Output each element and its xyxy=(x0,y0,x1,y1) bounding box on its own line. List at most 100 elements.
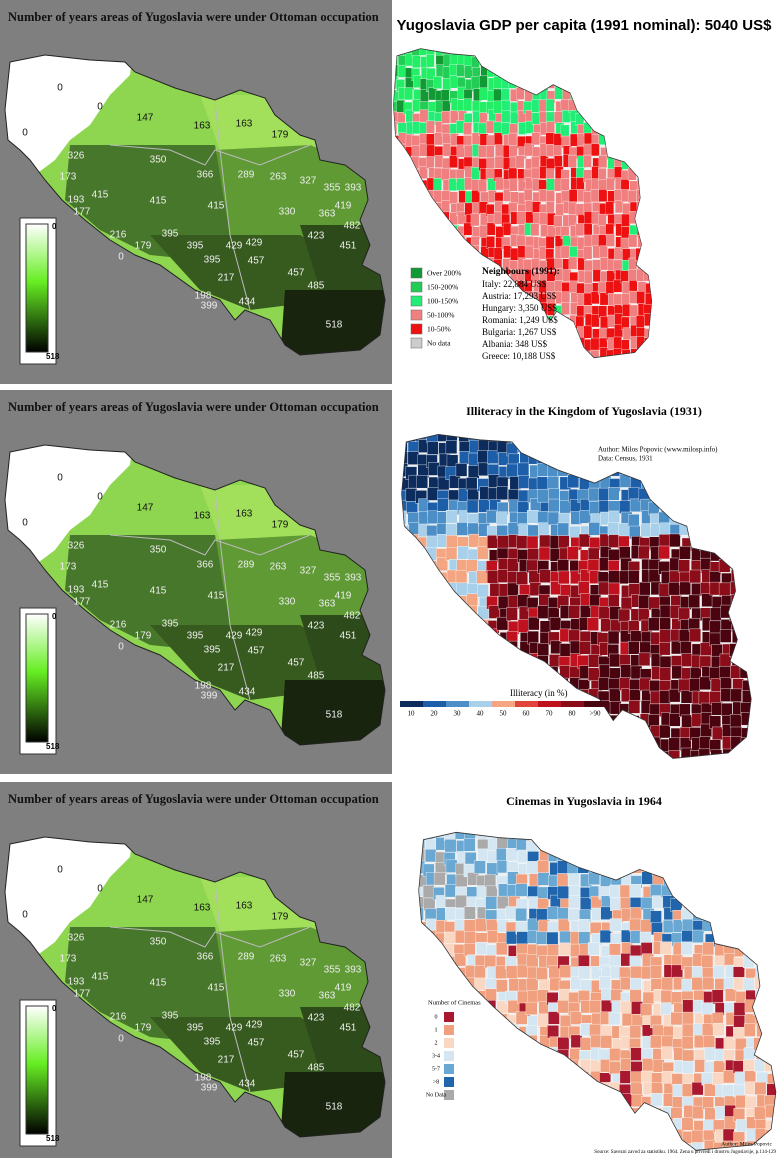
municipality xyxy=(584,48,593,56)
municipality xyxy=(516,964,529,978)
municipality xyxy=(734,908,746,922)
municipality xyxy=(570,337,579,351)
municipality xyxy=(766,966,776,980)
municipality xyxy=(691,523,704,538)
municipality xyxy=(529,1094,542,1108)
municipality xyxy=(418,1070,424,1084)
municipality xyxy=(465,1071,477,1085)
municipality xyxy=(505,906,518,920)
municipality xyxy=(497,641,509,656)
municipality xyxy=(546,121,555,135)
municipality xyxy=(518,475,530,489)
municipality xyxy=(474,1128,486,1142)
municipality xyxy=(524,65,534,79)
municipality xyxy=(556,873,569,887)
municipality xyxy=(606,233,615,247)
municipality xyxy=(540,224,549,237)
municipality xyxy=(650,884,662,898)
municipality xyxy=(478,144,487,158)
municipality xyxy=(426,918,438,932)
municipality xyxy=(775,1061,776,1075)
municipality xyxy=(494,132,503,146)
municipality xyxy=(456,522,469,536)
municipality xyxy=(691,1129,704,1144)
municipality xyxy=(401,510,407,525)
municipality xyxy=(750,702,752,717)
municipality xyxy=(426,156,435,170)
municipality xyxy=(423,1141,435,1151)
municipality xyxy=(538,546,551,561)
municipality xyxy=(628,100,638,114)
region-label: 147 xyxy=(137,895,154,906)
municipality xyxy=(742,438,752,453)
municipality xyxy=(663,1129,675,1143)
municipality xyxy=(401,581,407,595)
municipality xyxy=(701,593,713,607)
municipality xyxy=(518,1094,531,1108)
municipality xyxy=(688,466,701,480)
municipality xyxy=(614,67,623,81)
region-label: 419 xyxy=(335,983,352,994)
municipality xyxy=(493,100,503,114)
municipality xyxy=(645,52,652,66)
region-label: 363 xyxy=(319,599,336,610)
municipality xyxy=(732,509,744,524)
municipality xyxy=(495,942,508,956)
municipality xyxy=(750,536,752,550)
municipality xyxy=(678,559,690,573)
municipality xyxy=(405,488,418,502)
municipality xyxy=(774,872,776,886)
municipality xyxy=(600,98,609,112)
region-label: 0 xyxy=(57,473,63,484)
legend-swatch xyxy=(538,701,561,707)
municipality xyxy=(637,52,647,66)
legend-label: 0 xyxy=(435,1014,438,1020)
municipality xyxy=(455,1094,468,1108)
municipality xyxy=(711,702,723,716)
municipality xyxy=(640,832,653,839)
municipality xyxy=(447,1153,458,1158)
municipality xyxy=(651,862,664,876)
municipality xyxy=(426,120,435,134)
municipality xyxy=(516,535,528,549)
municipality xyxy=(569,848,582,862)
municipality xyxy=(416,605,429,619)
municipality xyxy=(423,976,435,991)
municipality xyxy=(659,629,671,643)
region-label: 429 xyxy=(226,631,243,642)
municipality xyxy=(437,619,450,633)
legend-label: 5-7 xyxy=(432,1066,440,1072)
municipality xyxy=(767,832,776,840)
municipality xyxy=(478,499,490,513)
municipality xyxy=(464,246,473,260)
municipality xyxy=(709,632,721,647)
municipality xyxy=(509,178,518,192)
municipality xyxy=(570,88,579,101)
municipality xyxy=(739,642,751,656)
municipality xyxy=(732,558,744,572)
municipality xyxy=(427,510,439,524)
municipality xyxy=(608,570,620,584)
municipality xyxy=(712,910,725,924)
municipality xyxy=(527,630,539,645)
municipality xyxy=(418,956,427,970)
municipality xyxy=(422,944,435,958)
municipality xyxy=(426,133,435,147)
region xyxy=(5,55,135,175)
municipality xyxy=(606,270,616,284)
municipality xyxy=(415,652,428,667)
region-label: 399 xyxy=(201,301,218,312)
municipality xyxy=(580,726,592,740)
municipality xyxy=(536,931,548,945)
municipality xyxy=(742,763,753,776)
municipality xyxy=(643,113,652,126)
municipality xyxy=(455,1035,467,1049)
municipality xyxy=(642,1058,654,1072)
municipality xyxy=(422,1128,435,1142)
municipality xyxy=(681,511,693,526)
municipality xyxy=(585,363,593,375)
municipality xyxy=(709,462,721,477)
municipality xyxy=(668,737,680,751)
municipality xyxy=(651,146,652,159)
municipality xyxy=(479,87,488,101)
